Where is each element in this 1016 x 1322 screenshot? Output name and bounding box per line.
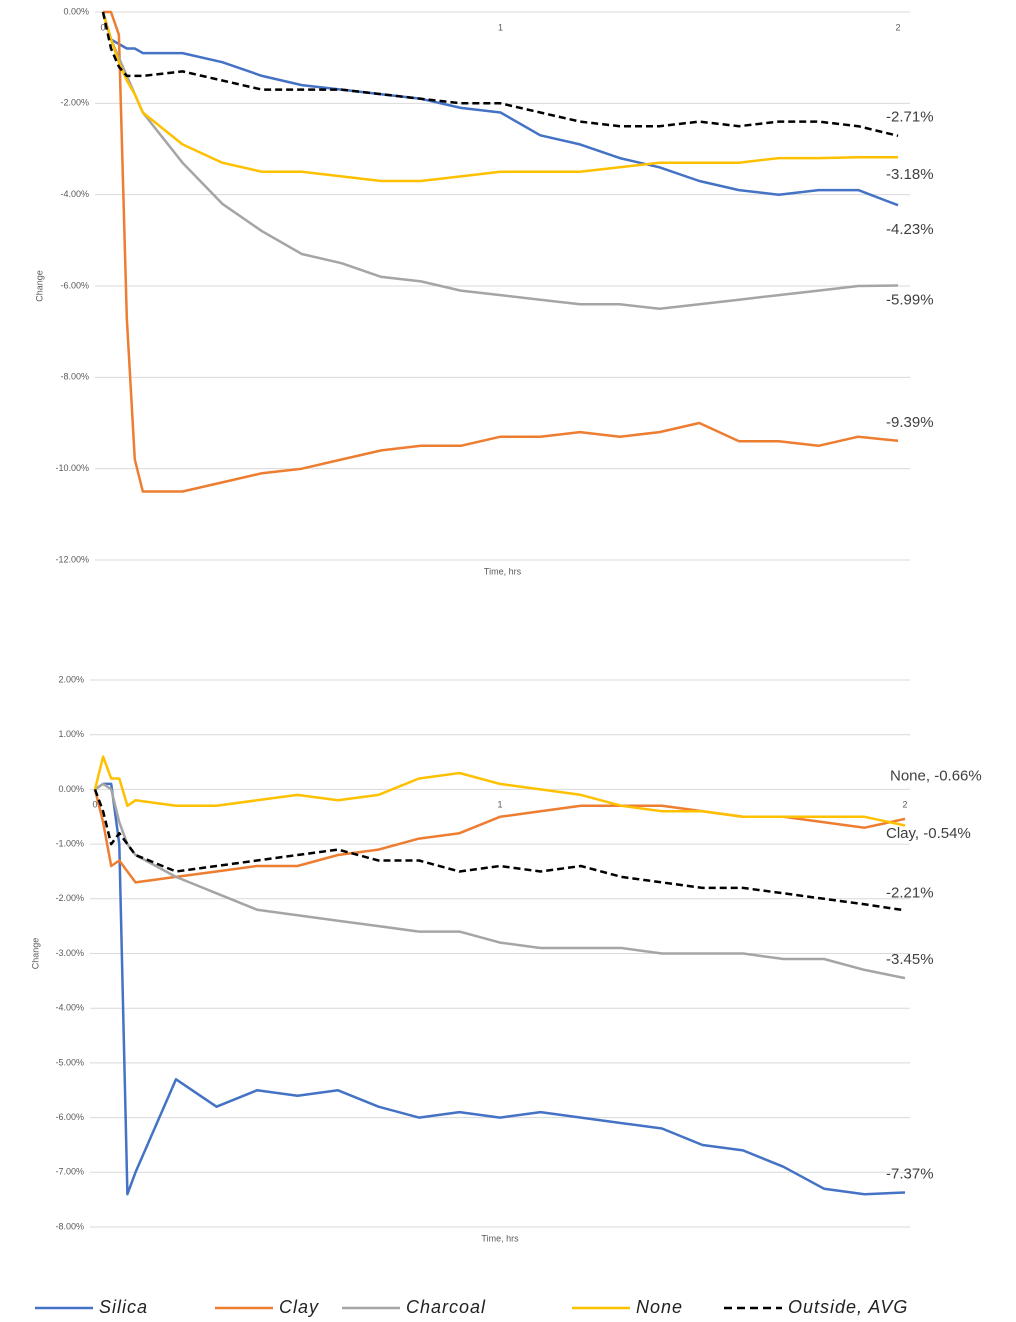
legend-label: Charcoal — [406, 1297, 486, 1317]
x-axis-label: Time, hrs — [481, 1233, 519, 1243]
y-tick-label: 2.00% — [58, 674, 84, 684]
line-series — [94, 782, 906, 980]
end-label: None, -0.66% — [890, 767, 982, 784]
y-tick-label: -6.00% — [60, 280, 89, 290]
y-tick-label: -8.00% — [55, 1221, 84, 1231]
end-label: -3.45% — [886, 951, 934, 968]
line-series — [101, 11, 899, 138]
line-series — [93, 788, 906, 912]
end-label: -7.37% — [886, 1166, 934, 1183]
y-tick-label: -2.00% — [60, 98, 89, 108]
end-label: -3.18% — [886, 166, 934, 183]
end-label: -9.39% — [886, 414, 934, 431]
y-axis-label: Change — [30, 938, 40, 970]
end-label: -5.99% — [886, 292, 934, 309]
end-label: -4.23% — [886, 221, 934, 238]
x-tick-label: 2 — [902, 799, 907, 809]
end-label: Clay, -0.54% — [886, 825, 971, 842]
y-tick-label: -12.00% — [55, 554, 89, 564]
y-tick-label: -4.00% — [55, 1003, 84, 1013]
x-tick-label: 1 — [497, 799, 502, 809]
end-label: -2.21% — [886, 884, 934, 901]
legend-label: None — [636, 1297, 683, 1317]
x-tick-label: 0 — [92, 799, 97, 809]
y-tick-label: -3.00% — [55, 948, 84, 958]
y-tick-label: -8.00% — [60, 372, 89, 382]
line-series — [101, 11, 899, 311]
x-tick-label: 2 — [895, 22, 900, 32]
y-tick-label: -6.00% — [55, 1112, 84, 1122]
x-axis-label: Time, hrs — [484, 566, 522, 576]
x-tick-label: 1 — [498, 22, 503, 32]
line-series — [103, 10, 899, 493]
y-tick-label: -7.00% — [55, 1167, 84, 1177]
y-tick-label: -4.00% — [60, 189, 89, 199]
line-series — [101, 11, 899, 207]
y-tick-label: 0.00% — [58, 784, 84, 794]
y-tick-label: -10.00% — [55, 463, 89, 473]
y-tick-label: -5.00% — [55, 1057, 84, 1067]
x-tick-label: 0 — [100, 22, 105, 32]
line-series — [101, 11, 898, 183]
legend-label: Silica — [99, 1297, 148, 1317]
y-tick-label: -2.00% — [55, 893, 84, 903]
y-tick-label: 1.00% — [58, 729, 84, 739]
legend-label: Outside, AVG — [788, 1297, 908, 1317]
y-axis-label: Change — [34, 270, 44, 302]
y-tick-label: 0.00% — [63, 6, 89, 16]
line-series — [93, 755, 906, 827]
legend-label: Clay — [279, 1297, 319, 1317]
line-series — [94, 782, 906, 1196]
y-tick-label: -1.00% — [55, 838, 84, 848]
end-label: -2.71% — [886, 109, 934, 126]
